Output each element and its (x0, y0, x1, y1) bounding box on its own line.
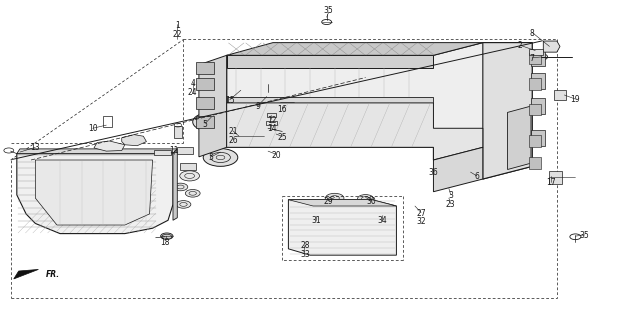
Text: FR.: FR. (46, 270, 60, 279)
Polygon shape (199, 55, 227, 157)
Text: 2: 2 (518, 41, 522, 50)
Circle shape (203, 148, 238, 166)
Polygon shape (529, 157, 541, 169)
Text: 18: 18 (160, 238, 170, 247)
Polygon shape (554, 90, 566, 100)
Polygon shape (227, 103, 483, 160)
Text: 13: 13 (30, 143, 40, 152)
Polygon shape (122, 135, 146, 146)
Polygon shape (180, 163, 196, 170)
Circle shape (326, 193, 344, 203)
Text: 28: 28 (300, 241, 310, 250)
Text: 20: 20 (271, 151, 281, 160)
Text: 19: 19 (570, 95, 580, 104)
Text: 5: 5 (203, 120, 208, 129)
Text: 11: 11 (169, 146, 179, 155)
Text: 3: 3 (448, 191, 453, 200)
Text: 32: 32 (416, 217, 426, 226)
Circle shape (185, 189, 200, 197)
Text: 7: 7 (529, 54, 534, 63)
Polygon shape (529, 135, 541, 147)
Text: 9: 9 (255, 102, 260, 111)
Polygon shape (14, 269, 38, 279)
Polygon shape (227, 55, 433, 68)
Text: 15: 15 (225, 96, 234, 105)
Text: 1: 1 (175, 21, 180, 30)
Circle shape (176, 201, 191, 208)
Text: 21: 21 (228, 127, 237, 136)
Text: 5: 5 (209, 153, 214, 162)
Polygon shape (433, 147, 483, 192)
Polygon shape (508, 106, 531, 170)
Text: 22: 22 (172, 30, 182, 39)
Circle shape (358, 195, 374, 203)
Text: 17: 17 (546, 178, 556, 187)
Text: 35: 35 (324, 6, 334, 15)
Text: 8: 8 (530, 28, 534, 38)
Bar (174, 126, 182, 139)
Text: 23: 23 (446, 200, 456, 209)
Circle shape (309, 213, 324, 220)
Text: 34: 34 (378, 216, 387, 225)
Bar (104, 116, 112, 127)
Circle shape (162, 234, 172, 239)
Polygon shape (196, 97, 215, 109)
Circle shape (161, 233, 173, 239)
Polygon shape (35, 160, 153, 225)
Polygon shape (154, 150, 171, 155)
Polygon shape (196, 77, 215, 90)
Polygon shape (173, 149, 177, 220)
Polygon shape (17, 154, 173, 234)
Text: 16: 16 (277, 105, 287, 114)
Polygon shape (227, 43, 483, 55)
Polygon shape (227, 43, 532, 179)
Polygon shape (196, 116, 215, 128)
Text: 24: 24 (188, 88, 198, 97)
Polygon shape (529, 53, 541, 64)
Polygon shape (531, 73, 544, 89)
Polygon shape (288, 200, 396, 255)
Polygon shape (288, 200, 396, 206)
Polygon shape (177, 147, 193, 154)
Polygon shape (227, 97, 433, 103)
Text: 10: 10 (88, 124, 97, 133)
Polygon shape (94, 141, 125, 151)
Bar (236, 124, 264, 142)
Text: 12: 12 (267, 116, 277, 125)
Polygon shape (483, 43, 532, 179)
Text: 30: 30 (367, 197, 376, 206)
Circle shape (374, 211, 391, 220)
Text: 25: 25 (277, 133, 287, 142)
Polygon shape (531, 130, 544, 146)
Text: 31: 31 (311, 216, 321, 225)
Text: 27: 27 (416, 209, 426, 218)
Text: 6: 6 (474, 172, 479, 181)
Text: 33: 33 (300, 250, 310, 259)
Polygon shape (196, 62, 215, 74)
Polygon shape (543, 41, 560, 52)
Polygon shape (531, 51, 544, 67)
Text: 14: 14 (267, 124, 277, 133)
Circle shape (173, 183, 188, 191)
Circle shape (180, 171, 200, 181)
Circle shape (193, 112, 230, 132)
Bar (280, 98, 294, 107)
Text: 26: 26 (228, 135, 237, 145)
Polygon shape (529, 49, 543, 55)
Polygon shape (531, 98, 544, 114)
Polygon shape (529, 78, 541, 90)
Text: 29: 29 (324, 197, 334, 206)
Polygon shape (549, 171, 562, 184)
Text: 36: 36 (428, 168, 438, 177)
Circle shape (535, 54, 547, 60)
Polygon shape (529, 104, 541, 115)
Text: 35: 35 (580, 231, 590, 240)
Text: 4: 4 (190, 79, 195, 88)
Polygon shape (17, 149, 177, 154)
